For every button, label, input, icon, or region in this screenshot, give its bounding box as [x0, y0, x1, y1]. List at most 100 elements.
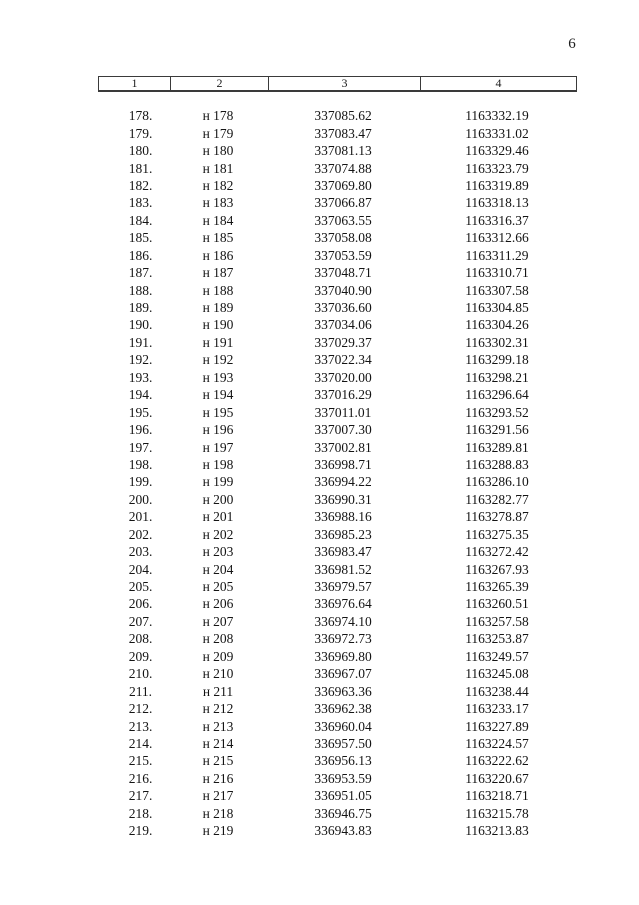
table-cell: 1163331.02	[465, 125, 529, 141]
table-cell: 1163215.78	[465, 805, 529, 821]
table-cell: 1163310.71	[465, 265, 529, 281]
table-cell: 179.	[128, 125, 153, 141]
table-body: 178. н 178 337085.62 1163332.19 179. н 179 337…	[98, 92, 577, 839]
table-cell: 337034.06	[314, 317, 372, 333]
table-cell: 1163249.57	[465, 648, 529, 664]
table-cell: 214.	[128, 735, 153, 751]
table-row: 213. н 213 336960.04 1163227.89	[98, 717, 577, 734]
table-cell: 1163275.35	[465, 526, 529, 542]
table-row: 216. н 216 336953.59 1163220.67	[98, 770, 577, 787]
table-cell: 337058.08	[314, 230, 372, 246]
table-row: 210. н 210 336967.07 1163245.08	[98, 665, 577, 682]
table-cell: н 185	[202, 230, 234, 246]
table-row: 204. н 204 336981.52 1163267.93	[98, 560, 577, 577]
table-cell: н 212	[202, 701, 234, 717]
table-cell: 337066.87	[314, 195, 372, 211]
table-cell: 200.	[128, 491, 153, 507]
table-cell: н 199	[202, 474, 234, 490]
table-cell: н 203	[202, 544, 234, 560]
table-cell: 1163218.71	[465, 788, 529, 804]
table-cell: н 201	[202, 509, 234, 525]
table-cell: 178.	[128, 108, 153, 124]
table-row: 178. н 178 337085.62 1163332.19	[98, 107, 577, 124]
table-cell: 336951.05	[314, 788, 372, 804]
table-cell: н 194	[202, 387, 234, 403]
page-number: 6	[568, 36, 576, 52]
table-cell: 184.	[128, 212, 153, 228]
table-cell: н 209	[202, 648, 234, 664]
table-row: 184. н 184 337063.55 1163316.37	[98, 212, 577, 229]
table-cell: 213.	[128, 718, 153, 734]
table-cell: 1163319.89	[465, 177, 529, 193]
table-row: 179. н 179 337083.47 1163331.02	[98, 124, 577, 141]
table-cell: 1163289.81	[465, 439, 529, 455]
table-cell: 1163272.42	[465, 544, 529, 560]
table-cell: н 179	[202, 125, 234, 141]
table-cell: н 210	[202, 666, 234, 682]
table-cell: 1163296.64	[465, 387, 529, 403]
table-row: 207. н 207 336974.10 1163257.58	[98, 613, 577, 630]
table-cell: 219.	[128, 823, 153, 839]
table-row: 197. н 197 337002.81 1163289.81	[98, 438, 577, 455]
table-row: 187. н 187 337048.71 1163310.71	[98, 264, 577, 281]
table-cell: н 211	[202, 683, 234, 699]
table-cell: 215.	[128, 753, 153, 769]
table-cell: 337040.90	[314, 282, 372, 298]
table-row: 209. н 209 336969.80 1163249.57	[98, 648, 577, 665]
table-cell: 336979.57	[314, 579, 372, 595]
table-row: 190. н 190 337034.06 1163304.26	[98, 316, 577, 333]
table-cell: н 214	[202, 735, 234, 751]
table-cell: 204.	[128, 561, 153, 577]
table-cell: 337048.71	[314, 265, 372, 281]
table-cell: н 183	[202, 195, 234, 211]
table-cell: н 217	[202, 788, 234, 804]
table-cell: 1163311.29	[465, 247, 529, 263]
table-cell: н 202	[202, 526, 234, 542]
table-row: 185. н 185 337058.08 1163312.66	[98, 229, 577, 246]
table-cell: 337081.13	[314, 143, 372, 159]
table-cell: 201.	[128, 509, 153, 525]
table-row: 201. н 201 336988.16 1163278.87	[98, 508, 577, 525]
table-row: 181. н 181 337074.88 1163323.79	[98, 159, 577, 176]
table-cell: 1163265.39	[465, 579, 529, 595]
table-row: 211. н 211 336963.36 1163238.44	[98, 682, 577, 699]
table-cell: н 190	[202, 317, 234, 333]
table-cell: н 216	[202, 770, 234, 786]
table-cell: 1163220.67	[465, 770, 529, 786]
table-cell: 217.	[128, 788, 153, 804]
table-cell: 1163260.51	[465, 596, 529, 612]
table-cell: н 219	[202, 823, 234, 839]
table-cell: 337036.60	[314, 300, 372, 316]
table-cell: 1163286.10	[465, 474, 529, 490]
table-cell: н 193	[202, 369, 234, 385]
table-row: 206. н 206 336976.64 1163260.51	[98, 595, 577, 612]
table-cell: 1163302.31	[465, 334, 529, 350]
table-cell: н 206	[202, 596, 234, 612]
table-cell: 1163316.37	[465, 212, 529, 228]
table-row: 183. н 183 337066.87 1163318.13	[98, 194, 577, 211]
table-cell: 185.	[128, 230, 153, 246]
table-cell: 1163293.52	[465, 404, 529, 420]
table-row: 195. н 195 337011.01 1163293.52	[98, 403, 577, 420]
table-cell: 1163224.57	[465, 735, 529, 751]
table-cell: 337016.29	[314, 387, 372, 403]
table-cell: 336974.10	[314, 613, 372, 629]
table-cell: 181.	[128, 160, 153, 176]
table-cell: 218.	[128, 805, 153, 821]
table-cell: н 205	[202, 579, 234, 595]
table-cell: 1163257.58	[465, 613, 529, 629]
table-row: 205. н 205 336979.57 1163265.39	[98, 578, 577, 595]
table-cell: 337002.81	[314, 439, 372, 455]
table-cell: 1163291.56	[465, 422, 529, 438]
table-cell: 195.	[128, 404, 153, 420]
table-row: 219. н 219 336943.83 1163213.83	[98, 822, 577, 839]
table-row: 214. н 214 336957.50 1163224.57	[98, 735, 577, 752]
table-cell: 336972.73	[314, 631, 372, 647]
table-cell: 337029.37	[314, 334, 372, 350]
table-cell: 196.	[128, 422, 153, 438]
table-cell: 1163245.08	[465, 666, 529, 682]
table-cell: 197.	[128, 439, 153, 455]
table-cell: 1163288.83	[465, 456, 529, 472]
table-row: 199. н 199 336994.22 1163286.10	[98, 473, 577, 490]
table-cell: 337063.55	[314, 212, 372, 228]
